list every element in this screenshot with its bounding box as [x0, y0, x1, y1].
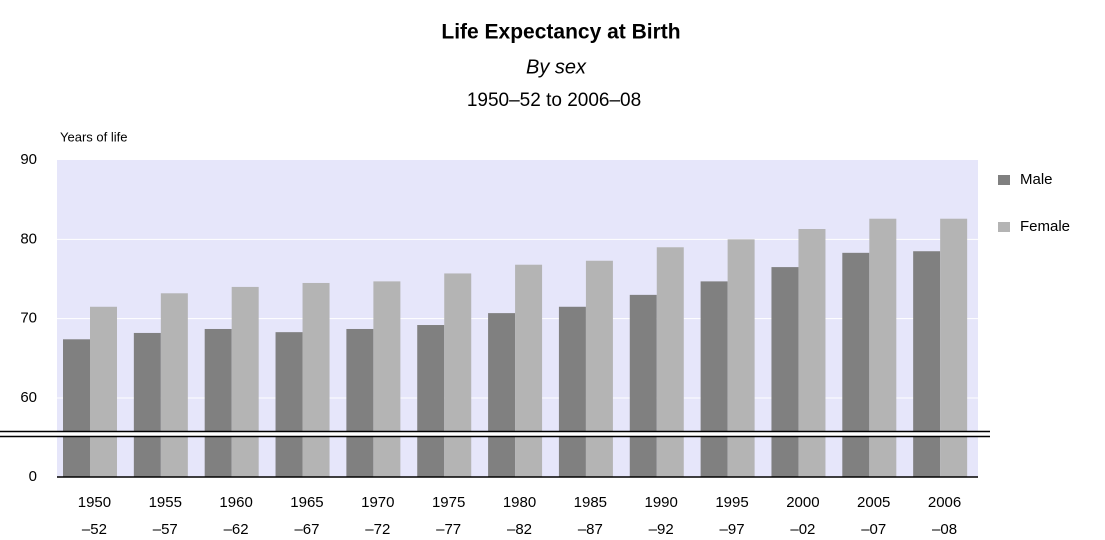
x-tick-label: 1965 [290, 494, 323, 511]
x-tick-label: –72 [365, 521, 390, 538]
bar [798, 229, 826, 477]
x-tick-label: 1970 [361, 494, 394, 511]
bar [275, 332, 303, 477]
y-tick-label: 90 [20, 151, 37, 168]
x-tick-label: 1980 [503, 494, 536, 511]
x-tick-label: –02 [790, 521, 815, 538]
legend-label: Female [1020, 218, 1070, 235]
x-tick-label: 1995 [715, 494, 748, 511]
x-tick-label: 2005 [857, 494, 890, 511]
bar [585, 260, 613, 477]
bar [160, 293, 188, 477]
bar [869, 218, 897, 477]
bar [488, 313, 516, 477]
x-tick-label: –77 [436, 521, 461, 538]
x-tick-label: –82 [507, 521, 532, 538]
bar [417, 325, 445, 477]
y-tick-label: 60 [20, 389, 37, 406]
x-tick-label: 1975 [432, 494, 465, 511]
x-tick-label: 2000 [786, 494, 819, 511]
bar [302, 282, 330, 477]
x-tick-label: 1950 [78, 494, 111, 511]
bar [444, 273, 472, 477]
bar [940, 218, 968, 477]
bar [771, 267, 799, 477]
y-tick-label: 80 [20, 230, 37, 247]
chart-subtitle: By sex [526, 56, 587, 78]
bar [515, 264, 543, 477]
x-tick-label: –92 [649, 521, 674, 538]
x-tick-label: 1990 [645, 494, 678, 511]
x-tick-label: –57 [153, 521, 178, 538]
x-tick-label: 1985 [574, 494, 607, 511]
x-tick-label: –87 [578, 521, 603, 538]
x-tick-label: –62 [224, 521, 249, 538]
bar [913, 251, 941, 477]
x-tick-label: –07 [861, 521, 886, 538]
bar [231, 286, 259, 477]
y-axis-label: Years of life [60, 129, 127, 144]
bar [842, 252, 870, 477]
x-tick-label: 1960 [219, 494, 252, 511]
bar [727, 239, 755, 477]
bar [700, 281, 728, 477]
legend-swatch [998, 222, 1010, 232]
bar [133, 332, 161, 477]
chart-period: 1950–52 to 2006–08 [467, 90, 641, 111]
chart-title: Life Expectancy at Birth [441, 21, 680, 44]
axis-break-gap [57, 432, 978, 437]
x-tick-label: –52 [82, 521, 107, 538]
y-tick-label: 70 [20, 310, 37, 327]
y-tick-label: 0 [29, 468, 37, 485]
legend-label: Male [1020, 171, 1053, 188]
x-tick-label: –97 [720, 521, 745, 538]
x-tick-label: 1955 [149, 494, 182, 511]
x-tick-label: –67 [294, 521, 319, 538]
bar [629, 294, 657, 477]
bar [346, 328, 374, 477]
x-tick-label: –08 [932, 521, 957, 538]
bar [63, 339, 90, 477]
bar [656, 247, 684, 477]
bar [204, 328, 232, 477]
bar [373, 281, 401, 477]
x-tick-label: 2006 [928, 494, 961, 511]
legend-swatch [998, 175, 1010, 185]
bar [558, 306, 586, 477]
bar [90, 306, 117, 477]
